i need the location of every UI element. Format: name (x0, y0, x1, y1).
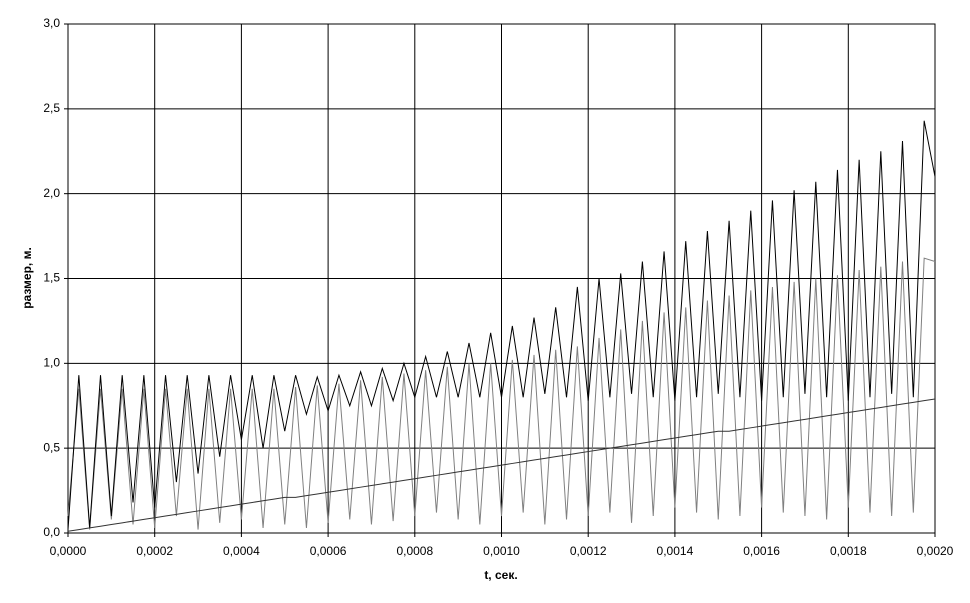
x-tick-label: 0,0010 (483, 544, 520, 558)
x-tick-label: 0,0012 (570, 544, 607, 558)
y-tick-label: 2,5 (43, 101, 60, 115)
y-tick-label: 3,0 (43, 16, 60, 30)
series-line (67, 398, 936, 532)
series-line (67, 257, 936, 530)
y-axis-title: размер, м. (20, 247, 34, 309)
plot-border (67, 23, 936, 534)
x-tick-label: 0,0004 (223, 544, 260, 558)
y-tick-label: 1,5 (43, 271, 60, 285)
y-tick-label: 1,0 (43, 356, 60, 370)
series-line (67, 120, 936, 530)
x-tick-label: 0,0020 (917, 544, 954, 558)
x-tick-label: 0,0002 (136, 544, 173, 558)
y-tick-label: 0,0 (43, 525, 60, 539)
x-axis-title: t, сек. (484, 568, 517, 582)
x-tick-label: 0,0008 (396, 544, 433, 558)
x-tick-label: 0,0006 (310, 544, 347, 558)
x-tick-label: 0,0018 (830, 544, 867, 558)
x-tick-label: 0,0016 (743, 544, 780, 558)
x-tick-label: 0,0014 (657, 544, 694, 558)
x-tick-label: 0,0000 (50, 544, 87, 558)
y-tick-label: 0,5 (43, 440, 60, 454)
y-tick-label: 2,0 (43, 186, 60, 200)
